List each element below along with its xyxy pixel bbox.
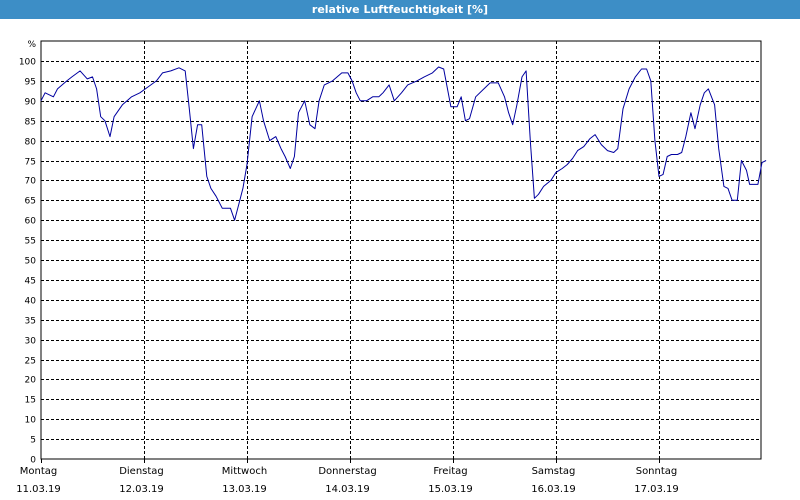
y-tick-label: 75: [25, 158, 36, 168]
y-tick-label: 5: [30, 436, 36, 446]
y-tick-label: 65: [25, 197, 36, 207]
x-tick-date: 12.03.19: [119, 484, 164, 495]
y-tick-label: 100: [19, 58, 36, 68]
x-tick-date: 14.03.19: [325, 484, 370, 495]
x-tick-date: 15.03.19: [428, 484, 473, 495]
chart-area: % 0 5 10 15 20 25 30 35 40 45 50 55 60 65 70 75 80 85 90 95…: [0, 19, 800, 500]
y-tick-label: 80: [25, 138, 37, 148]
x-tick-weekday: Samstag: [532, 466, 576, 477]
y-tick-label: 95: [25, 78, 36, 88]
x-tick-weekday: Montag: [20, 466, 57, 477]
humidity-line-chart: % 0 5 10 15 20 25 30 35 40 45 50 55 60 65 70 75 80 85 90 95…: [16, 40, 767, 495]
y-tick-label: 30: [25, 337, 37, 347]
y-tick-label: 45: [25, 277, 36, 287]
x-tick-date: 17.03.19: [634, 484, 679, 495]
x-tick-date: 13.03.19: [222, 484, 267, 495]
y-tick-label: 25: [25, 357, 36, 367]
plot-frame: [40, 40, 762, 460]
x-tick-weekday: Freitag: [433, 466, 467, 477]
y-tick-label: 90: [25, 98, 37, 108]
x-tick-labels: Montag 11.03.19 Dienstag 12.03.19 Mittwoch 13…: [16, 466, 679, 495]
y-tick-label: 10: [25, 416, 37, 426]
x-tick-weekday: Dienstag: [119, 466, 164, 477]
y-tick-label: 40: [25, 297, 37, 307]
y-tick-label: 60: [25, 217, 37, 227]
humidity-series-line: [40, 66, 767, 221]
x-tick-date: 16.03.19: [531, 484, 576, 495]
x-tick-date: 11.03.19: [16, 484, 61, 495]
chart-title: relative Luftfeuchtigkeit [%]: [0, 0, 800, 19]
y-tick-labels: 0 5 10 15 20 25 30 35 40 45 50 55 60 65 70 75 80 85 90 95 10…: [19, 58, 36, 466]
y-tick-label: 0: [30, 456, 36, 466]
y-unit-label: %: [27, 40, 36, 50]
y-tick-label: 50: [25, 257, 37, 267]
grid-layer: [41, 41, 761, 463]
y-tick-label: 55: [25, 237, 36, 247]
y-tick-label: 15: [25, 396, 36, 406]
x-tick-weekday: Donnerstag: [318, 466, 376, 477]
y-tick-label: 85: [25, 118, 36, 128]
series-layer: [40, 66, 767, 221]
y-tick-label: 20: [25, 376, 37, 386]
x-tick-weekday: Mittwoch: [222, 466, 267, 477]
x-tick-weekday: Sonntag: [636, 466, 678, 477]
y-tick-label: 35: [25, 317, 36, 327]
y-tick-label: 70: [25, 177, 37, 187]
